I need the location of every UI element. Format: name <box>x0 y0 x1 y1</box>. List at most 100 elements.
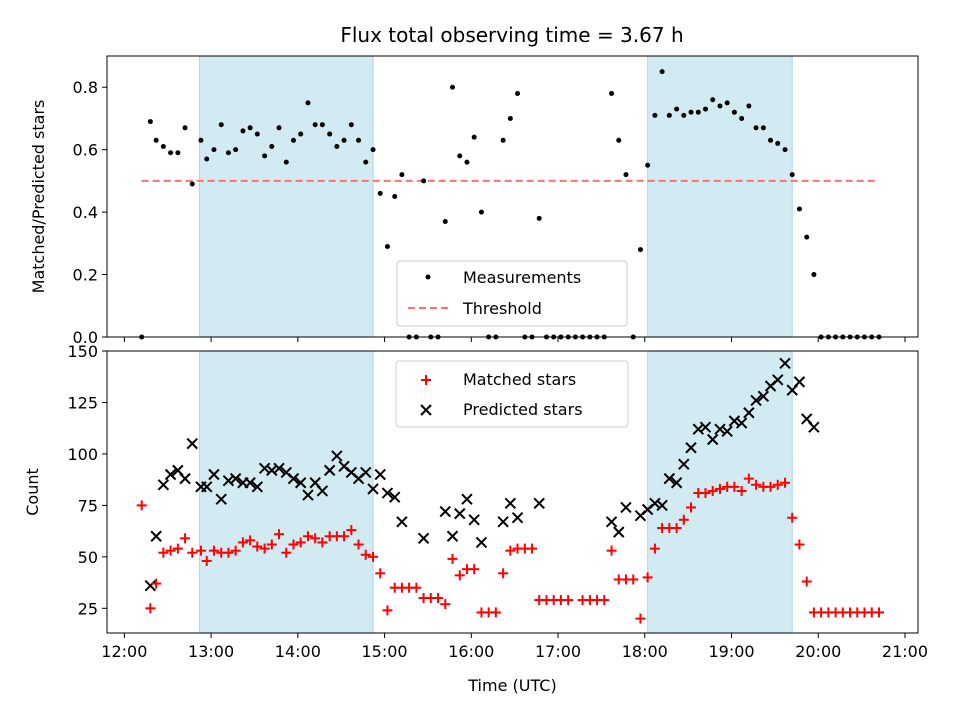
x-tick-label: 15:00 <box>362 642 408 661</box>
matched-star-point <box>382 605 393 616</box>
shaded-interval-0 <box>199 350 374 634</box>
x-tick-label: 16:00 <box>448 642 494 661</box>
y-tick-label: 100 <box>67 445 98 464</box>
bottom-shaded-regions <box>199 350 793 634</box>
predicted-star-point <box>750 394 762 407</box>
measurement-point <box>609 90 615 96</box>
top-legend-box <box>396 260 628 327</box>
predicted-star-point <box>302 489 314 501</box>
measurement-point <box>356 137 362 143</box>
measurement-point <box>623 172 629 178</box>
matched-star-point <box>599 595 610 606</box>
measurement-point <box>348 122 354 128</box>
predicted-star-point <box>461 493 473 505</box>
measurement-point <box>370 147 376 153</box>
matched-star-point <box>180 533 191 544</box>
matched-star-point <box>281 547 292 558</box>
predicted-star-point <box>396 516 408 528</box>
measurement-point <box>218 122 224 128</box>
measurement-point <box>811 272 817 278</box>
x-tick-label: 18:00 <box>622 642 668 661</box>
legend-label-matched-stars: Matched stars <box>463 370 576 389</box>
matched-star-point <box>563 595 574 606</box>
matched-star-point <box>505 545 516 556</box>
top-plot-frame <box>106 55 919 338</box>
predicted-star-point <box>779 357 791 370</box>
measurement-point <box>760 125 766 131</box>
matched-star-point <box>772 479 783 490</box>
matched-star-point <box>469 564 480 575</box>
bottom-x-ticks: 12:00 13:00 14:00 15:00 16:00 17:00 18:00 19:00… <box>101 633 928 661</box>
y-tick-label: 0.0 <box>73 328 98 347</box>
predicted-star-point <box>331 450 343 462</box>
matched-star-point <box>765 481 776 492</box>
predicted-star-point <box>215 493 227 505</box>
predicted-star-point <box>222 474 235 487</box>
bottom-legend-box <box>395 360 629 428</box>
measurement-point <box>363 159 369 165</box>
predicted-star-point <box>692 423 704 435</box>
matched-star-point <box>375 568 386 579</box>
predicted-star-point <box>656 499 668 512</box>
top-shaded-regions <box>199 55 793 338</box>
matched-star-point <box>274 529 285 540</box>
matched-star-point <box>751 479 762 490</box>
top-panel: 0.00.20.40.60.8 Matched/Predicted stars … <box>29 55 919 347</box>
predicted-star-point <box>678 458 690 470</box>
y-tick-label: 25 <box>78 599 98 618</box>
legend-label-predicted-stars: Predicted stars <box>463 400 583 419</box>
matched-star-point <box>794 539 805 550</box>
y-tick-label: 150 <box>67 342 98 361</box>
shaded-interval-0 <box>199 55 374 338</box>
matched-star-point <box>671 523 682 534</box>
measurement-point <box>327 131 333 137</box>
predicted-star-point <box>323 464 336 477</box>
matched-star-point <box>208 545 219 556</box>
measurement-point <box>500 137 506 143</box>
predicted-star-point <box>793 376 806 388</box>
matched-star-point <box>317 537 328 548</box>
matched-star-point <box>714 483 725 494</box>
predicted-star-point <box>208 468 220 481</box>
matched-star-point <box>368 551 379 562</box>
predicted-star-point <box>721 425 733 437</box>
legend-marker-predicted-stars <box>420 404 432 416</box>
measurement-point <box>804 234 810 240</box>
legend-plus-glyph <box>421 375 431 385</box>
measurement-point <box>312 122 318 128</box>
predicted-star-point <box>316 485 329 497</box>
matched-star-point <box>353 539 364 550</box>
matched-star-point <box>187 547 198 558</box>
measurement-point <box>290 137 296 143</box>
measurement-point <box>637 247 643 253</box>
measurement-point <box>240 128 246 134</box>
x-tick-label: 14:00 <box>275 642 321 661</box>
measurement-point <box>782 147 788 153</box>
chart-title: Flux total observing time = 3.67 h <box>340 23 683 47</box>
matched-star-point <box>447 553 458 564</box>
matched-star-point <box>642 572 653 583</box>
legend-label-measurements: Measurements <box>463 268 581 287</box>
measurement-point <box>421 178 427 184</box>
measurement-point <box>392 194 398 199</box>
predicted-star-point <box>417 532 430 545</box>
measurement-point <box>717 103 723 109</box>
measurement-point <box>384 243 390 249</box>
matched-star-point <box>145 603 156 614</box>
matched-star-point <box>700 488 711 499</box>
matched-star-point <box>649 543 660 554</box>
predicted-star-point <box>663 472 676 485</box>
predicted-star-point <box>150 530 162 542</box>
predicted-star-point <box>144 579 157 592</box>
top-legend: Measurements Threshold <box>396 260 628 327</box>
legend-label-threshold: Threshold <box>462 299 542 318</box>
bottom-data-marks <box>136 357 884 624</box>
matched-star-point <box>136 500 147 511</box>
predicted-star-point <box>468 514 480 526</box>
predicted-star-point <box>454 507 466 520</box>
matched-star-point <box>873 607 884 618</box>
predicted-star-point <box>504 497 517 510</box>
x-tick-label: 20:00 <box>795 642 841 661</box>
predicted-star-point <box>743 407 755 419</box>
bottom-panel: 12:00 13:00 14:00 15:00 16:00 17:00 18:00 19:00… <box>23 342 928 695</box>
